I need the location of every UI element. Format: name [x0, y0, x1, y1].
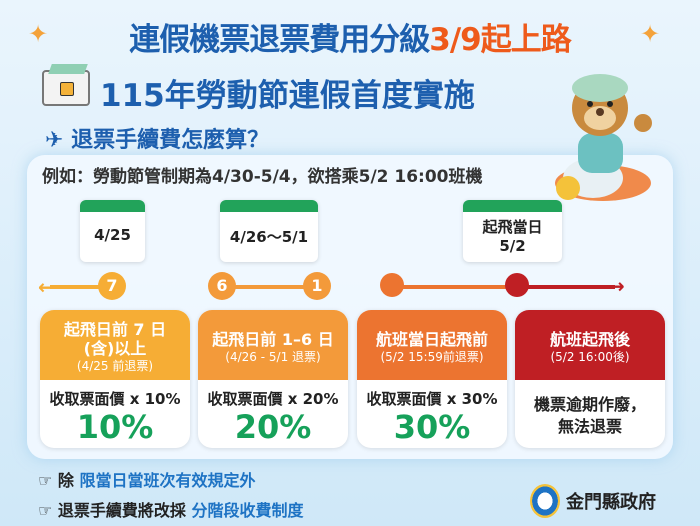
- calendar-icon: 4/26～5/1: [220, 200, 318, 262]
- pointing-hand-icon: ☞: [38, 501, 53, 520]
- sparkle-icon: ✦: [640, 20, 661, 48]
- note-line: ☞ 除 限當日當班次有效規定外: [38, 471, 256, 490]
- main-title: 連假機票退票費用分級3/9起上路: [129, 22, 571, 58]
- calendar-icon: 起飛當日 5/2: [463, 200, 562, 262]
- note-line: ☞ 退票手續費將改採 分階段收費制度: [38, 501, 304, 520]
- timeline-segment: [390, 285, 520, 289]
- calendar-icon: 4/25: [80, 200, 145, 262]
- section-question: ✈ 退票手續費怎麼算？: [45, 128, 270, 153]
- timeline-segment: [515, 285, 615, 289]
- emblem-icon: [530, 484, 560, 518]
- arrow-right-icon: →: [608, 274, 625, 298]
- pointing-hand-icon: ☞: [38, 471, 53, 490]
- fee-tier-card: 航班起飛後 (5/2 16:00後) 機票逾期作廢， 無法退票: [515, 310, 665, 448]
- otter-pilot-mascot: [555, 74, 652, 201]
- fee-tier-card: 起飛日前 1–6 日 (4/26 - 5/1 退票) 收取票面價 x 20% 20%: [198, 310, 348, 448]
- timeline-marker: 1: [303, 272, 331, 300]
- arrow-left-icon: ←: [38, 275, 55, 299]
- timeline-marker: [505, 273, 529, 297]
- ticket-lock-icon: [42, 70, 90, 106]
- government-logo: 金門縣政府: [530, 484, 656, 518]
- example-text: 例如：勞動節管制期為4/30-5/4，欲搭乘5/2 16:00班機: [42, 167, 483, 187]
- fee-tier-card: 航班當日起飛前 (5/2 15:59前退票) 收取票面價 x 30% 30%: [357, 310, 507, 448]
- subtitle: 115年勞動節連假首度實施: [100, 78, 475, 114]
- timeline-marker: [380, 273, 404, 297]
- airplane-icon: ✈: [45, 128, 64, 153]
- timeline-marker: 6: [208, 272, 236, 300]
- timeline-segment: [50, 285, 110, 289]
- timeline-marker: 7: [98, 272, 126, 300]
- fee-tier-card: 起飛日前 7 日 (含)以上 (4/25 前退票) 收取票面價 x 10% 10%: [40, 310, 190, 448]
- timeline-segment: [230, 285, 320, 289]
- sparkle-icon: ✦: [28, 20, 49, 48]
